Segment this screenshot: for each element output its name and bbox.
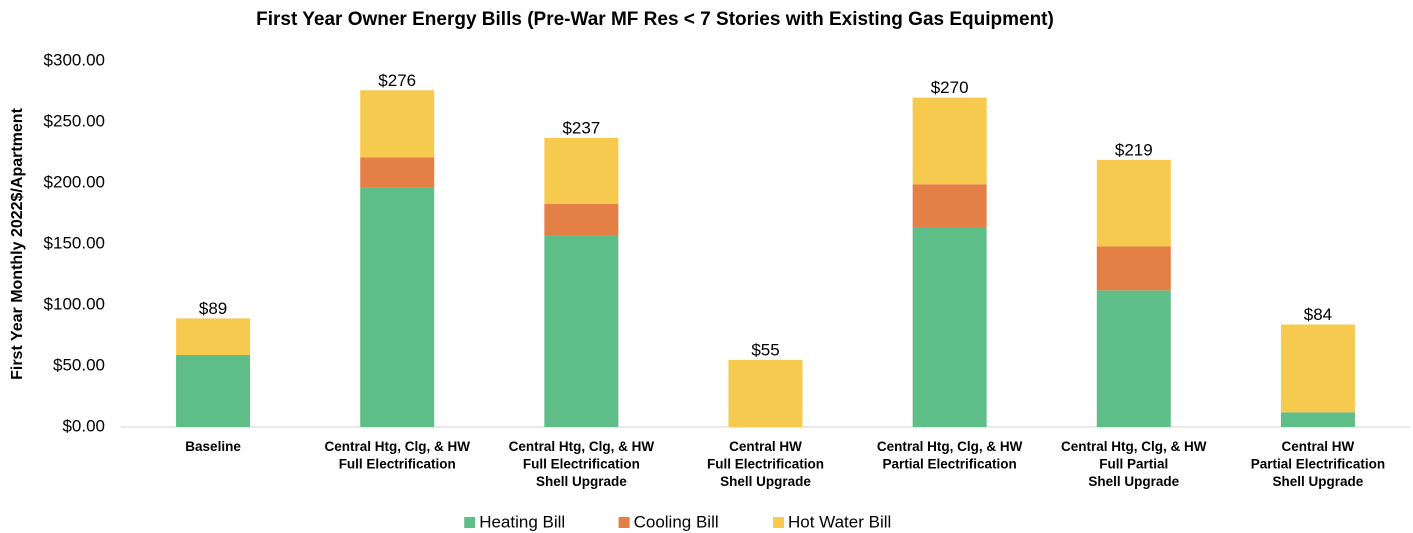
- total-label: $219: [1115, 140, 1153, 159]
- x-tick-line: Shell Upgrade: [1273, 474, 1364, 489]
- y-tick-label: $100.00: [44, 294, 105, 313]
- bar-segment: [360, 90, 435, 158]
- legend-swatch: [618, 517, 630, 528]
- legend-label: Cooling Bill: [634, 512, 719, 531]
- bar-segment: [1096, 246, 1171, 291]
- x-tick-label: Central Htg, Clg, & HW Full Electrificati…: [509, 439, 655, 489]
- bar-segment: [1096, 159, 1171, 247]
- bar-segment: [360, 157, 435, 188]
- bar-segment: [912, 226, 987, 427]
- x-tick-line: Shell Upgrade: [536, 474, 627, 489]
- x-tick-line: Baseline: [185, 439, 241, 454]
- chart-title: First Year Owner Energy Bills (Pre-War M…: [256, 9, 1054, 30]
- bar-segment: [728, 359, 803, 427]
- x-tick-label: Central Htg, Clg, & HW Full Partial Shell …: [1061, 439, 1207, 489]
- bar-segment: [544, 235, 619, 427]
- bar-segment: [1280, 412, 1355, 427]
- x-tick-line: Central HW: [1282, 439, 1355, 454]
- bar-segment: [912, 97, 987, 185]
- x-tick-label: Central Htg, Clg, & HW Partial Electrific…: [877, 439, 1023, 472]
- x-tick-line: Central Htg, Clg, & HW: [324, 439, 470, 454]
- bar-segment: [360, 187, 435, 427]
- bar-segment: [1280, 324, 1355, 413]
- total-label: $276: [378, 71, 416, 90]
- bar-segment: [176, 318, 251, 356]
- x-tick-line: Full Electrification: [523, 456, 640, 471]
- y-tick-label: $300.00: [44, 50, 105, 69]
- x-tick-label: Central Htg, Clg, & HW Full Electrificati…: [324, 439, 470, 472]
- bar-segment: [176, 355, 251, 427]
- x-tick-line: Central Htg, Clg, & HW: [509, 439, 655, 454]
- bar-segment: [912, 184, 987, 227]
- legend-label: Heating Bill: [479, 512, 565, 531]
- total-label: $55: [751, 340, 779, 359]
- bar-segment: [544, 137, 619, 204]
- legend-swatch: [464, 517, 476, 528]
- x-tick-line: Shell Upgrade: [1088, 474, 1179, 489]
- y-tick-label: $250.00: [44, 111, 105, 130]
- total-label: $237: [562, 118, 600, 137]
- bar-segment: [1096, 290, 1171, 427]
- x-tick-line: Central Htg, Clg, & HW: [1061, 439, 1207, 454]
- x-tick-label: Central HW Partial Electrification Shell U…: [1251, 439, 1385, 489]
- x-tick-line: Central Htg, Clg, & HW: [877, 439, 1023, 454]
- x-tick-line: Partial Electrification: [1251, 456, 1385, 471]
- y-tick-label: $200.00: [44, 172, 105, 191]
- x-tick-line: Full Partial: [1099, 456, 1168, 471]
- bar-segment: [544, 203, 619, 236]
- y-tick-label: $0.00: [62, 416, 105, 435]
- legend-label: Hot Water Bill: [788, 512, 891, 531]
- x-tick-line: Full Electrification: [707, 456, 824, 471]
- x-tick-line: Central HW: [729, 439, 802, 454]
- total-label: $84: [1304, 305, 1332, 324]
- x-tick-label: Central HW Full Electrification Shell Upgr…: [707, 439, 824, 489]
- y-tick-label: $50.00: [53, 355, 105, 374]
- x-tick-line: Full Electrification: [339, 456, 456, 471]
- x-tick-label: Baseline: [185, 439, 241, 454]
- y-tick-label: $150.00: [44, 233, 105, 252]
- total-label: $270: [931, 78, 969, 97]
- total-label: $89: [199, 299, 227, 318]
- x-tick-line: Shell Upgrade: [720, 474, 811, 489]
- x-tick-line: Partial Electrification: [882, 456, 1016, 471]
- legend-swatch: [773, 517, 784, 528]
- y-axis-title: First Year Monthly 2022$/Apartment: [9, 107, 26, 379]
